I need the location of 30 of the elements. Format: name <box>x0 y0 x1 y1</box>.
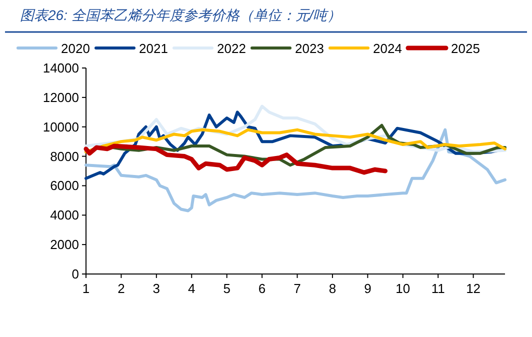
x-tick-label: 9 <box>364 281 372 296</box>
x-tick-label: 5 <box>223 281 230 296</box>
x-tick-label: 12 <box>466 281 481 296</box>
y-tick-label: 8000 <box>50 148 79 164</box>
line-series <box>84 144 388 175</box>
line-series <box>84 128 506 154</box>
y-tick-label: 6000 <box>50 178 79 194</box>
x-tick-label: 8 <box>328 281 336 296</box>
x-tick-label: 7 <box>294 281 301 296</box>
legend-label: 2025 <box>451 41 480 56</box>
legend-label: 2024 <box>373 41 402 56</box>
chart-title: 图表26: 全国苯乙烯分年度参考价格（单位：元/吨） <box>20 7 342 23</box>
x-tick-label: 11 <box>431 281 445 296</box>
x-tick-label: 10 <box>396 281 410 296</box>
legend-label: 2023 <box>295 41 324 56</box>
y-tick-label: 12000 <box>42 90 79 105</box>
y-tick-label: 2000 <box>50 237 79 252</box>
legend-label: 2022 <box>217 41 246 56</box>
legend-label: 2021 <box>139 41 168 56</box>
x-tick-label: 4 <box>188 281 196 296</box>
y-tick-label: 14000 <box>42 60 79 76</box>
x-tick-label: 1 <box>82 281 90 296</box>
x-tick-label: 3 <box>152 281 160 296</box>
y-tick-label: 0 <box>72 266 79 282</box>
legend-label: 2020 <box>61 41 90 56</box>
x-tick-label: 2 <box>118 281 125 296</box>
y-tick-label: 4000 <box>50 208 79 223</box>
x-tick-label: 6 <box>258 281 266 296</box>
y-tick-label: 10000 <box>42 119 79 134</box>
line-series <box>84 128 506 212</box>
